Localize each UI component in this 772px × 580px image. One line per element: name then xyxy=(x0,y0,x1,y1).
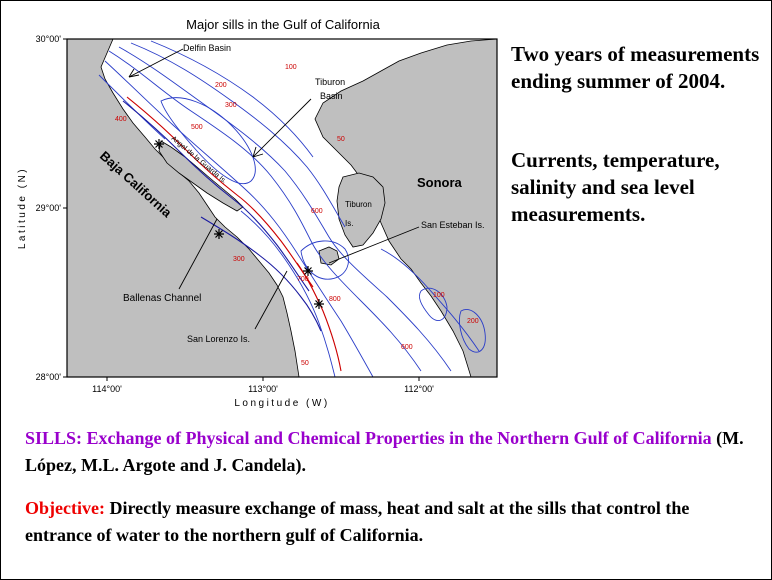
lon-tick-label: 112°00' xyxy=(404,384,434,394)
contour-line xyxy=(104,60,374,378)
depth-labels: 100 200 300 400 500 600 700 800 50 100 2… xyxy=(115,64,479,367)
label-tiburon-island-2: Is. xyxy=(345,219,353,228)
depth-label: 700 xyxy=(297,276,309,283)
depth-label: 200 xyxy=(467,318,479,325)
depth-label: 600 xyxy=(401,344,413,351)
arrow-head-icon xyxy=(128,68,140,78)
depth-label: 200 xyxy=(215,82,227,89)
contour-line xyxy=(380,248,480,352)
contour-line xyxy=(108,50,422,372)
depth-label: 300 xyxy=(233,256,245,263)
label-san-esteban: San Esteban Is. xyxy=(421,220,485,230)
star-icon xyxy=(303,266,313,276)
label-tiburon-island: Tiburon xyxy=(345,200,372,209)
depth-label: 500 xyxy=(191,124,203,131)
lat-tick-label: 29°00' xyxy=(36,203,62,213)
contour-line xyxy=(150,40,314,158)
depth-label: 50 xyxy=(337,136,345,143)
depth-label: 50 xyxy=(301,360,309,367)
star-icon xyxy=(154,139,164,149)
sill-markers xyxy=(154,139,324,309)
map-title: Major sills in the Gulf of California xyxy=(186,17,380,32)
contours-shallow xyxy=(98,40,486,378)
project-title: SILLS: Exchange of Physical and Chemical… xyxy=(25,428,712,448)
summary-text-2: Currents, temperature, salinity and sea … xyxy=(511,148,720,226)
summary-text-1: Two years of measurements ending summer … xyxy=(511,42,760,93)
arrow-san-lorenzo xyxy=(254,270,288,330)
contour-line xyxy=(300,240,349,280)
contour-line xyxy=(118,46,452,372)
contour-line xyxy=(458,309,486,353)
contours-deep xyxy=(122,96,342,372)
contour-line xyxy=(160,97,256,185)
x-axis-label: Longitude (W) xyxy=(234,398,329,409)
label-delfin-basin: Delfin Basin xyxy=(183,43,231,53)
contour-line xyxy=(418,287,448,321)
y-axis-label: Latitude (N) xyxy=(17,167,28,249)
lat-tick-label: 30°00' xyxy=(36,34,62,44)
contour-line xyxy=(122,100,310,292)
depth-label: 400 xyxy=(115,116,127,123)
label-sonora: Sonora xyxy=(417,175,463,190)
label-ballenas-channel: Ballenas Channel xyxy=(123,293,201,304)
depth-label: 300 xyxy=(225,102,237,109)
label-san-lorenzo: San Lorenzo Is. xyxy=(187,334,250,344)
land-baja xyxy=(66,38,300,378)
arrow-san-esteban xyxy=(328,226,420,264)
label-tiburon-basin-2: Basin xyxy=(320,91,343,101)
depth-label: 100 xyxy=(433,292,445,299)
lon-tick-label: 113°00' xyxy=(248,384,278,394)
star-icon xyxy=(214,229,224,239)
depth-label: 800 xyxy=(329,296,341,303)
contour-line xyxy=(200,216,322,332)
gulf-map: 100 200 300 400 500 600 700 800 50 100 2… xyxy=(17,34,498,409)
arrow-delfin xyxy=(128,48,184,78)
project-authors: (M. López, M.L. Argote and J. Candela). xyxy=(25,428,744,475)
contour-line xyxy=(296,262,342,372)
star-icon xyxy=(314,299,324,309)
objective-paragraph: Objective: Directly measure exchange of … xyxy=(25,495,755,549)
arrow-tiburon-basin xyxy=(252,98,312,158)
arrow-head-icon xyxy=(252,146,264,158)
tick-marks xyxy=(63,38,420,381)
depth-label: 600 xyxy=(311,208,323,215)
arrow-ballenas xyxy=(178,218,218,290)
project-description: SILLS: Exchange of Physical and Chemical… xyxy=(25,425,755,479)
leader-lines xyxy=(128,48,420,330)
contour-line xyxy=(130,42,346,228)
objective-label: Objective: xyxy=(25,498,105,518)
depth-label: 100 xyxy=(285,64,297,71)
contour-line xyxy=(240,210,336,378)
label-tiburon-basin: Tiburon xyxy=(315,77,345,87)
lon-tick-label: 114°00' xyxy=(92,384,122,394)
contour-line xyxy=(126,96,314,288)
objective-text: Directly measure exchange of mass, heat … xyxy=(25,498,690,545)
lat-tick-label: 28°00' xyxy=(36,372,62,382)
land-tiburon-island xyxy=(336,172,386,248)
